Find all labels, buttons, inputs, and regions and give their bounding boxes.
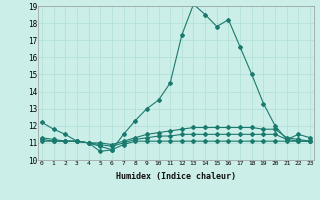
X-axis label: Humidex (Indice chaleur): Humidex (Indice chaleur)	[116, 172, 236, 181]
